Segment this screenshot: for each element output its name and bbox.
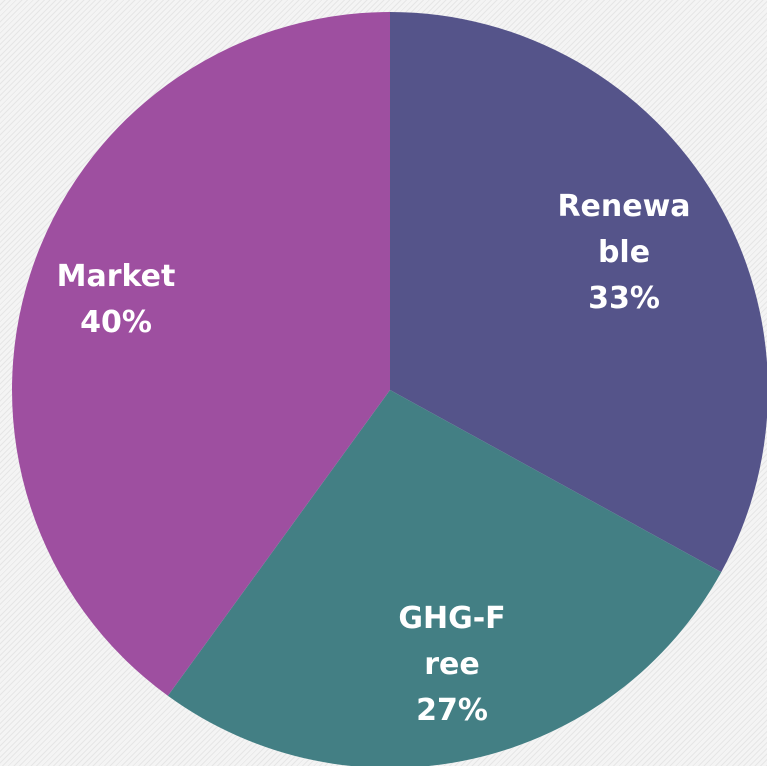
pie-slice [167,390,722,766]
value-label: 40% [80,305,152,340]
category-label: GHG-Free [398,601,506,682]
pie-slice [390,12,767,573]
category-label: Renewable [557,189,691,270]
category-label: Market [56,259,176,294]
slice-label: Market 40% [36,254,196,346]
pie-slice [12,12,391,696]
value-label: 27% [416,693,488,728]
slice-label: Renewable 33% [549,184,699,322]
slice-label: GHG-Free 27% [397,596,507,734]
value-label: 33% [588,281,660,316]
